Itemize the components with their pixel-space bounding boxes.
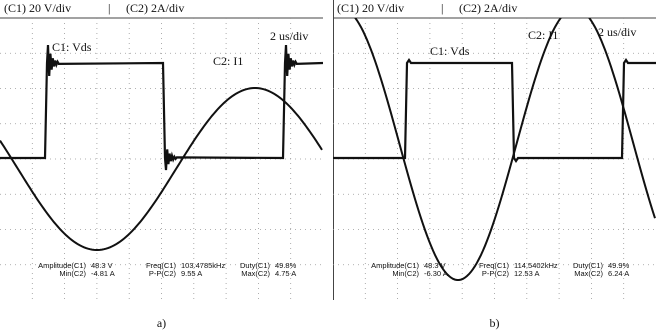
measurement-value: -4.81 A [91,269,115,278]
timebase-label: 2 us/div [270,29,308,43]
plot-area [0,18,323,300]
scope-panel: (C1) 20 V/div | (C2) 2A/div C1: Vds C2: I1 2 … [333,0,656,330]
panel-caption: b) [490,316,500,330]
i1-label: C2: I1 [213,54,243,68]
measurement-label: Max(C2) [241,269,270,278]
header-c2: (C2) 2A/div [126,1,184,15]
plot-area [333,8,656,300]
header-separator: | [108,1,110,15]
timebase-label: 2 us/div [598,25,636,39]
measurement-value: 9.55 A [181,269,202,278]
vds-label: C1: Vds [430,44,470,58]
header-c1: (C1) 20 V/div [337,1,404,15]
vds-waveform [333,60,656,161]
panel-caption: a) [157,316,166,330]
measurement-label: Min(C2) [392,269,419,278]
measurement-value: 6.24 A [608,269,629,278]
figure: (C1) 20 V/div | (C2) 2A/div C1: Vds C2: I1 2 … [0,0,657,335]
measurement-label: Min(C2) [59,269,86,278]
measurement-label: P-P(C2) [482,269,510,278]
measurement-value: 12.53 A [514,269,539,278]
measurement-value: -6.30 A [424,269,448,278]
measurement-value: 4.75 A [275,269,296,278]
header-separator: | [441,1,443,15]
measurement-label: Max(C2) [574,269,603,278]
vds-waveform [0,45,323,170]
i1-waveform [333,8,655,280]
header-c1: (C1) 20 V/div [4,1,71,15]
scope-panel: (C1) 20 V/div | (C2) 2A/div C1: Vds C2: I1 2 … [0,1,323,330]
vds-label: C1: Vds [52,40,92,54]
header-c2: (C2) 2A/div [459,1,517,15]
i1-waveform [0,88,322,250]
i1-label: C2: I1 [528,28,558,42]
measurement-label: P-P(C2) [149,269,177,278]
